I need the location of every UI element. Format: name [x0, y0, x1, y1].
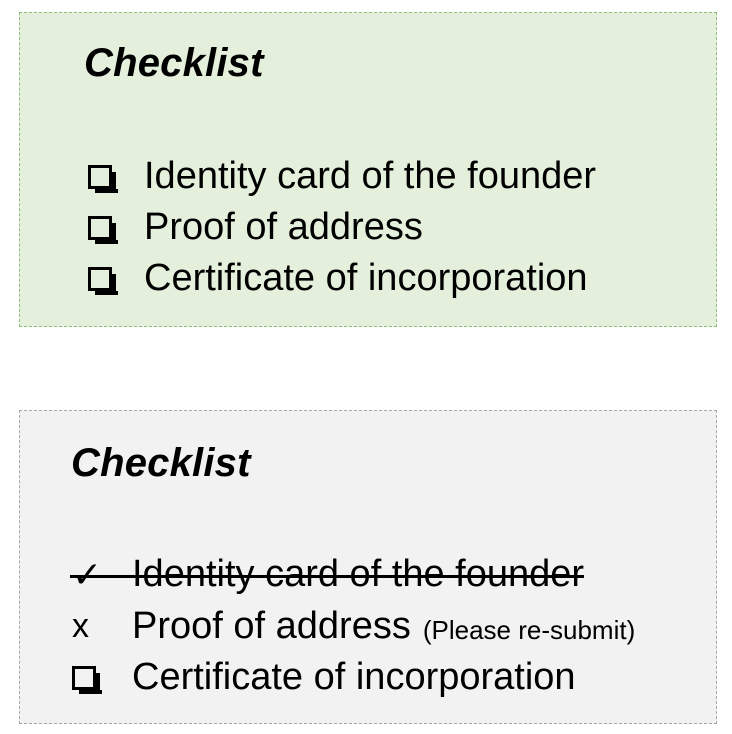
- checkbox-icon[interactable]: [88, 164, 118, 193]
- checklist-item-label: Certificate of incorporation: [132, 656, 576, 698]
- checklist-title: Checklist: [84, 41, 264, 85]
- checklist-item-label: Proof of address: [144, 206, 423, 248]
- resubmit-note: (Please re-submit): [422, 615, 636, 645]
- checklist-title: Checklist: [71, 441, 251, 485]
- checklist-card-reviewed: Checklist ✓ Identity card of the founder…: [19, 410, 717, 724]
- rejected-x-icon: x: [72, 607, 89, 645]
- checklist-card-pending: Checklist Identity card of the founder P…: [19, 12, 717, 327]
- checklist-item-label-struck: Identity card of the founder: [69, 553, 585, 595]
- checklist-item-proof-of-address[interactable]: x Proof of address (Please re-submit): [72, 605, 635, 648]
- checkmark-icon: ✓: [72, 553, 103, 595]
- checklist-item-identity-card[interactable]: ✓ Identity card of the founder: [69, 553, 585, 596]
- checklist-item-label: Certificate of incorporation: [144, 257, 588, 299]
- checklist-item-label: Proof of address: [132, 605, 411, 647]
- checklist-item-certificate[interactable]: Certificate of incorporation: [88, 257, 588, 300]
- checkbox-icon[interactable]: [88, 215, 118, 244]
- checkbox-icon[interactable]: [72, 665, 102, 694]
- checklist-item-label: Identity card of the founder: [144, 155, 597, 197]
- checklist-item-identity-card[interactable]: Identity card of the founder: [88, 155, 596, 198]
- checklist-item-certificate[interactable]: Certificate of incorporation: [72, 656, 576, 699]
- checkbox-icon[interactable]: [88, 266, 118, 295]
- checklist-item-proof-of-address[interactable]: Proof of address: [88, 206, 423, 249]
